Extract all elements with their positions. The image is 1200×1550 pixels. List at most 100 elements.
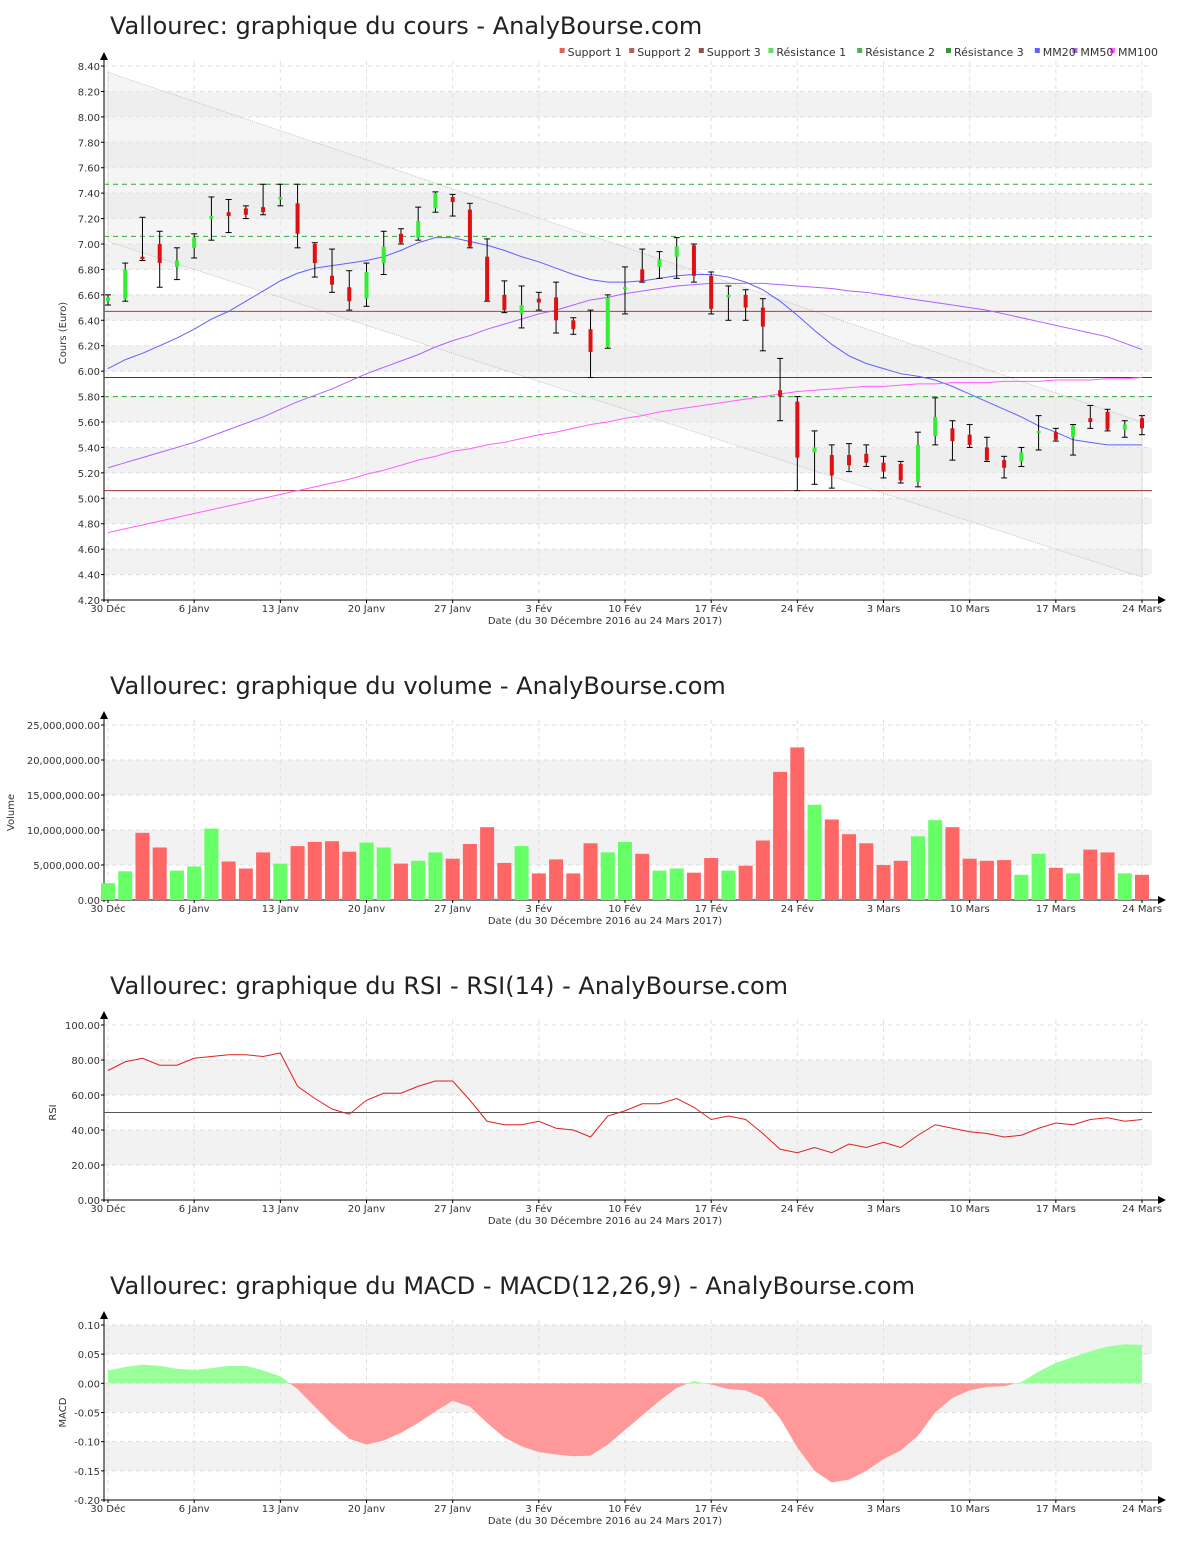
x-tick-label: 17 Fév bbox=[695, 1503, 728, 1515]
y-tick-label: 20.00 bbox=[71, 1161, 100, 1172]
candle bbox=[1070, 424, 1077, 456]
y-tick-label: 6.80 bbox=[78, 265, 100, 276]
candle-body bbox=[984, 447, 989, 461]
volume-bar bbox=[859, 843, 874, 900]
grid-band bbox=[104, 294, 1152, 321]
volume-bar bbox=[997, 860, 1012, 900]
x-tick-label: 13 Janv bbox=[262, 1504, 299, 1515]
volume-bar bbox=[290, 846, 305, 900]
candle bbox=[156, 230, 163, 288]
x-tick-label: 24 Fév bbox=[781, 1503, 814, 1515]
candle-body bbox=[743, 294, 748, 308]
candle-body bbox=[709, 275, 714, 309]
macd-chart-title: Vallourec: graphique du MACD - MACD(12,2… bbox=[110, 1272, 915, 1300]
candle bbox=[880, 455, 887, 479]
candle-body bbox=[140, 256, 145, 260]
candle bbox=[380, 230, 387, 276]
y-tick-label: 8.00 bbox=[78, 113, 100, 124]
x-tick-label: 24 Fév bbox=[781, 603, 814, 615]
x-tick-label: 6 Janv bbox=[179, 904, 210, 915]
y-tick-label: 80.00 bbox=[71, 1056, 100, 1067]
y-tick-label: 4.80 bbox=[78, 520, 100, 531]
x-tick-label: 24 Fév bbox=[781, 903, 814, 915]
legend-label: Résistance 2 bbox=[865, 46, 935, 59]
volume-bar bbox=[842, 834, 857, 900]
candle-body bbox=[967, 434, 972, 445]
candle bbox=[914, 431, 921, 488]
volume-bar bbox=[1083, 849, 1098, 900]
volume-bar bbox=[945, 827, 960, 900]
candle bbox=[1121, 420, 1128, 438]
trend-channel bbox=[107, 71, 1143, 578]
x-tick-label: 3 Fév bbox=[525, 903, 552, 915]
candle-body bbox=[760, 307, 765, 327]
candle-body bbox=[485, 256, 490, 302]
candle bbox=[690, 243, 697, 283]
x-tick-label: 6 Janv bbox=[179, 1504, 210, 1515]
volume-bar bbox=[893, 860, 908, 900]
y-tick-label: 5.60 bbox=[78, 418, 100, 429]
volume-bar bbox=[549, 859, 564, 900]
candle bbox=[415, 206, 422, 241]
y-tick-label: 20,000,000.00 bbox=[27, 756, 100, 767]
volume-bar bbox=[411, 860, 426, 900]
volume-bar bbox=[721, 870, 736, 900]
candle bbox=[622, 266, 628, 315]
candle-body bbox=[674, 246, 679, 257]
y-tick-label: -0.20 bbox=[74, 1496, 100, 1507]
volume-bar bbox=[790, 747, 805, 900]
volume-bar bbox=[652, 870, 667, 900]
candle-body bbox=[1140, 418, 1144, 429]
volume-bar bbox=[376, 847, 391, 900]
legend-label: Résistance 1 bbox=[776, 46, 846, 59]
candle-body bbox=[192, 237, 197, 248]
volume-chart-title: Vallourec: graphique du volume - AnalyBo… bbox=[110, 672, 726, 700]
y-tick-label: -0.05 bbox=[74, 1409, 100, 1420]
candle-body bbox=[416, 221, 421, 238]
candle-body bbox=[467, 209, 472, 247]
candle-body bbox=[1036, 430, 1041, 433]
x-tick-label: 20 Janv bbox=[348, 1504, 385, 1515]
x-tick-label: 10 Fév bbox=[608, 1503, 641, 1515]
x-axis-arrow bbox=[1158, 596, 1166, 604]
volume-bar bbox=[514, 846, 529, 900]
x-tick-label: 20 Janv bbox=[348, 604, 385, 615]
x-tick-label: 27 Janv bbox=[434, 604, 471, 615]
candle-body bbox=[829, 455, 834, 476]
grid-band bbox=[104, 91, 1152, 117]
y-tick-label: 7.60 bbox=[78, 164, 100, 175]
y-axis-arrow bbox=[100, 1011, 108, 1019]
candle-body bbox=[381, 246, 386, 264]
volume-bar bbox=[979, 860, 994, 900]
candle bbox=[311, 242, 318, 278]
grid-band bbox=[104, 760, 1152, 795]
candle bbox=[277, 183, 284, 207]
volume-bar bbox=[773, 771, 788, 900]
candle bbox=[397, 228, 404, 245]
macd-area-negative bbox=[705, 1383, 1017, 1483]
x-tick-label: 24 Mars bbox=[1122, 1204, 1162, 1215]
candle bbox=[570, 317, 577, 335]
y-tick-label: 5,000,000.00 bbox=[33, 861, 100, 872]
x-tick-label: 17 Mars bbox=[1036, 1504, 1076, 1515]
candle bbox=[1052, 427, 1059, 442]
volume-bar bbox=[101, 883, 115, 900]
y-tick-label: 7.80 bbox=[78, 138, 100, 149]
grid-band bbox=[104, 498, 1152, 524]
x-tick-label: 13 Janv bbox=[262, 1204, 299, 1215]
grid-band bbox=[104, 1441, 1152, 1471]
volume-bar bbox=[910, 836, 925, 900]
candle bbox=[966, 424, 973, 448]
x-tick-label: 6 Janv bbox=[179, 1204, 210, 1215]
y-tick-label: 5.00 bbox=[78, 494, 100, 505]
candle-body bbox=[726, 294, 731, 298]
candle-body bbox=[898, 463, 903, 481]
candle-body bbox=[847, 455, 852, 466]
x-tick-label: 3 Mars bbox=[867, 1504, 901, 1515]
candle bbox=[535, 291, 542, 311]
legend-swatch bbox=[857, 48, 863, 53]
volume-bar bbox=[807, 804, 822, 900]
volume-bar bbox=[325, 841, 340, 900]
grid-band bbox=[104, 345, 1152, 372]
candle bbox=[828, 444, 835, 489]
